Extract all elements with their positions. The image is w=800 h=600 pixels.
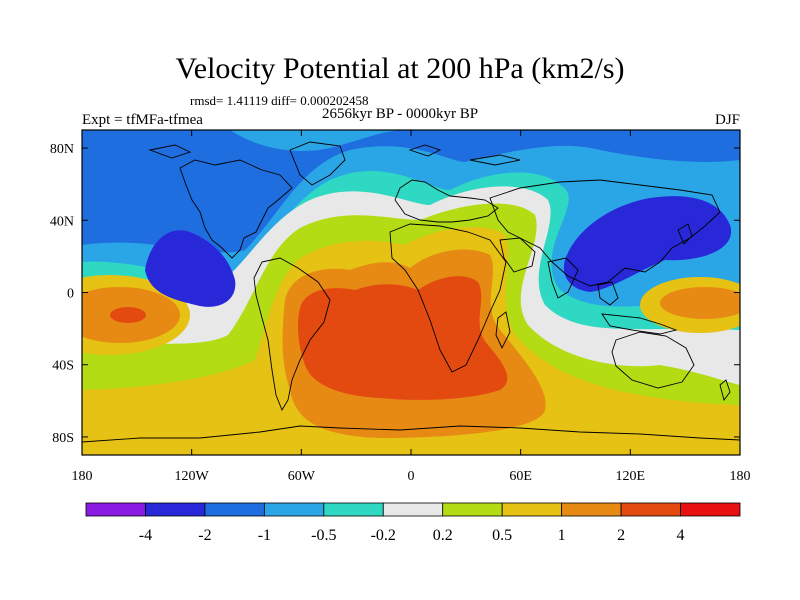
madagascar-coast (495, 311, 511, 350)
velocity-potential-field (82, 130, 740, 455)
field-pacific-blob-positive-2 (110, 307, 146, 323)
colorbar-label: -2 (198, 527, 211, 544)
colorbar-label: 0.2 (433, 527, 453, 544)
colorbar-label: -0.2 (371, 527, 396, 544)
north-america-coast (179, 159, 293, 259)
southeast-asia-coast (597, 281, 619, 306)
colorbar-swatch (145, 502, 206, 517)
colorbar-swatch (501, 502, 563, 517)
season-label: DJF (714, 112, 740, 128)
colorbar-label: 0.5 (492, 527, 512, 544)
field-asia-blob-negative-2 (563, 196, 732, 292)
experiment-label: Expt = tfMFa-tfmea (82, 112, 203, 128)
colorbar-swatch (620, 502, 681, 517)
africa-coast (389, 223, 507, 373)
india-coast (547, 257, 579, 299)
field-west-pacific-blob-positive-1 (660, 287, 740, 319)
europe-coast (394, 179, 499, 223)
x-tick-label: 120E (616, 469, 646, 484)
period-label: 2656kyr BP - 0000kyr BP (322, 106, 479, 122)
japan-coast (677, 223, 693, 245)
arctic-islands-coast (148, 144, 521, 166)
colorbar-swatch (204, 502, 265, 517)
x-tick-label: 180 (72, 469, 93, 484)
map-title: Velocity Potential at 200 hPa (km2/s) (175, 52, 625, 85)
y-tick-label: 40N (50, 214, 74, 229)
colorbar-swatch (85, 502, 146, 517)
new-zealand-coast (719, 379, 731, 402)
colorbar-label: -4 (139, 527, 152, 544)
field-arctic-band (230, 130, 400, 151)
colorbar-swatch (680, 502, 741, 517)
south-america-coast (253, 257, 331, 412)
arabia-coast (499, 237, 536, 273)
colorbar-swatch (263, 502, 325, 517)
colorbar-label: 2 (617, 527, 625, 544)
x-tick-label: 180 (730, 469, 751, 484)
colorbar-swatch (323, 502, 384, 517)
x-tick-label: 120W (175, 469, 210, 484)
colorbar-swatch (442, 502, 503, 517)
colorbar-label: -1 (258, 527, 271, 544)
indonesia-coast (601, 313, 678, 335)
y-tick-label: 40S (52, 359, 74, 374)
x-tick-label: 60E (509, 469, 532, 484)
coastlines (82, 141, 740, 443)
colorbar-swatch (382, 502, 444, 517)
y-tick-label: 80N (50, 142, 74, 157)
map-axes: 80N 40N 0 40S 80S 180 120W 60W 0 60E 120E 180 (50, 130, 751, 484)
x-tick-label: 0 (408, 469, 415, 484)
stats-line: rmsd= 1.41119 diff= 0.000202458 (190, 93, 369, 108)
colorbar-label: -0.5 (311, 527, 336, 544)
australia-coast (611, 331, 695, 389)
greenland-coast (289, 141, 346, 186)
colorbar-label: 1 (558, 527, 566, 544)
field-north-pacific-blob-negative-2 (145, 230, 236, 307)
colorbar-label: 4 (677, 527, 685, 544)
y-tick-label: 0 (67, 287, 74, 302)
colorbar-swatch (561, 502, 622, 517)
y-tick-label: 80S (52, 431, 74, 446)
asia-coast (489, 179, 721, 287)
field-band-positive-2 (297, 276, 508, 400)
colorbar: -4 -2 -1 -0.5 -0.2 0.2 0.5 1 2 4 (85, 502, 741, 544)
x-tick-label: 60W (288, 469, 316, 484)
antarctica-coast (82, 425, 740, 443)
